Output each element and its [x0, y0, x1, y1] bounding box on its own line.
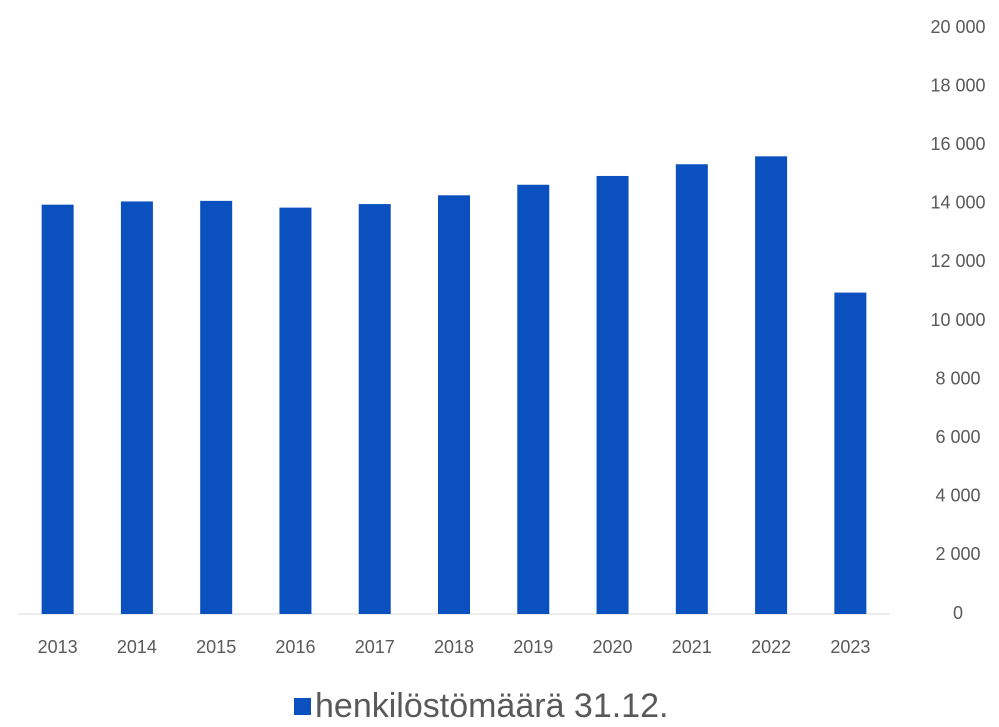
x-tick-label: 2018: [434, 637, 474, 657]
legend-swatch: [294, 698, 311, 715]
bar: [755, 156, 788, 615]
x-tick-label: 2022: [751, 637, 791, 657]
y-tick-label: 8 000: [935, 368, 980, 388]
y-tick-label: 2 000: [935, 544, 980, 564]
y-tick-label: 20 000: [930, 17, 985, 37]
bar: [200, 200, 233, 614]
x-tick-label: 2019: [513, 637, 553, 657]
bar: [120, 201, 153, 614]
y-tick-label: 6 000: [935, 427, 980, 447]
y-tick-label: 4 000: [935, 486, 980, 506]
bar: [358, 204, 391, 614]
legend-label: henkilöstömäärä 31.12.: [315, 687, 668, 725]
x-tick-label: 2023: [830, 637, 870, 657]
y-tick-label: 12 000: [930, 251, 985, 271]
bar: [596, 175, 629, 614]
bar: [834, 292, 867, 614]
y-tick-label: 16 000: [930, 134, 985, 154]
y-tick-label: 18 000: [930, 75, 985, 95]
y-tick-label: 10 000: [930, 310, 985, 330]
x-tick-label: 2015: [196, 637, 236, 657]
bar: [517, 184, 550, 614]
bar: [675, 164, 708, 614]
x-tick-label: 2017: [355, 637, 395, 657]
bar: [438, 195, 470, 615]
y-tick-label: 0: [953, 603, 963, 623]
x-tick-label: 2016: [275, 637, 315, 657]
y-tick-label: 14 000: [930, 193, 985, 213]
bar: [41, 204, 74, 614]
x-tick-label: 2021: [672, 637, 712, 657]
bar: [279, 207, 312, 614]
x-tick-label: 2014: [117, 637, 157, 657]
x-tick-label: 2020: [593, 637, 633, 657]
x-tick-label: 2013: [38, 637, 78, 657]
